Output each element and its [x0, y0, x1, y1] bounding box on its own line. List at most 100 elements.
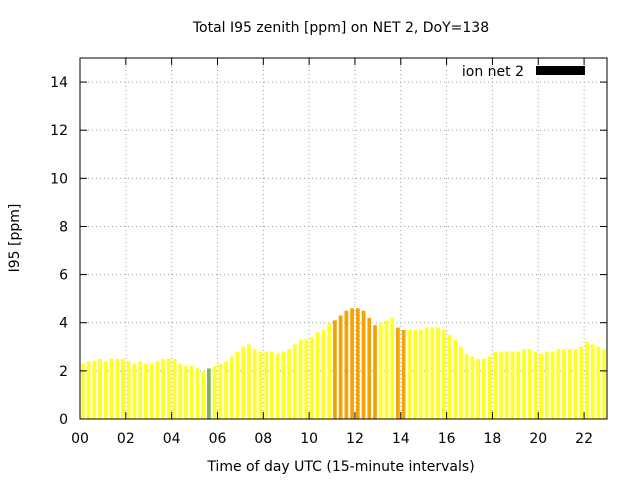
bar — [287, 349, 291, 419]
x-tick-label: 08 — [254, 431, 272, 447]
bar — [396, 327, 400, 419]
bar — [178, 363, 183, 419]
y-tick-label: 8 — [59, 219, 68, 235]
bar — [275, 354, 280, 419]
bar — [121, 358, 125, 419]
x-tick-label: 00 — [71, 431, 89, 447]
y-tick-label: 2 — [59, 364, 68, 380]
bar — [464, 354, 469, 419]
bar — [436, 327, 440, 419]
bar — [504, 351, 509, 419]
x-tick-label: 12 — [346, 431, 364, 447]
bar — [109, 358, 114, 419]
x-tick-label: 14 — [392, 431, 410, 447]
bar — [310, 337, 314, 419]
bar — [556, 349, 561, 419]
bar — [510, 351, 515, 419]
x-tick-label: 16 — [438, 431, 456, 447]
x-tick-label: 04 — [163, 431, 181, 447]
bar — [292, 344, 297, 419]
bar — [264, 351, 269, 419]
x-tick-label: 18 — [484, 431, 502, 447]
bar — [98, 358, 102, 419]
bar — [344, 310, 349, 419]
bar — [149, 363, 154, 419]
y-tick-labels: 0 2 4 6 8 10 12 14 — [50, 75, 68, 428]
y-tick-label: 0 — [59, 412, 68, 428]
bar — [470, 356, 475, 419]
x-tick-label: 20 — [529, 431, 547, 447]
bar — [207, 368, 211, 419]
y-axis-label: I95 [ppm] — [7, 204, 23, 273]
bar — [539, 354, 543, 419]
bar — [315, 332, 320, 419]
bar — [144, 363, 148, 419]
bar — [201, 370, 206, 419]
bar — [247, 344, 251, 419]
bar — [172, 358, 177, 419]
bar — [499, 351, 503, 419]
x-tick-label: 06 — [209, 431, 227, 447]
x-tick-label: 10 — [300, 431, 318, 447]
bar — [516, 351, 521, 419]
bar — [218, 363, 223, 419]
bar — [407, 329, 412, 419]
bar — [585, 341, 589, 419]
bar — [327, 322, 332, 419]
bar — [166, 358, 171, 419]
bar — [373, 325, 377, 419]
legend: ion net 2 — [462, 64, 585, 80]
bar — [522, 349, 526, 419]
legend-swatch — [536, 66, 585, 75]
bar — [567, 349, 572, 419]
bar — [155, 361, 160, 419]
bar — [103, 361, 108, 419]
bar — [544, 351, 549, 419]
bar — [138, 361, 143, 419]
bar — [527, 349, 532, 419]
bar — [304, 339, 309, 419]
bar — [390, 317, 395, 419]
bar — [481, 358, 486, 419]
y-tick-label: 12 — [50, 123, 68, 139]
bar — [241, 346, 246, 419]
bar — [224, 361, 228, 419]
bar — [441, 329, 446, 419]
bar — [298, 339, 303, 419]
bar — [493, 351, 498, 419]
grid — [80, 58, 607, 419]
bar — [270, 351, 274, 419]
bar — [453, 339, 458, 419]
bar — [235, 351, 240, 419]
bar — [384, 320, 389, 419]
bar — [367, 317, 372, 419]
bar — [184, 366, 188, 419]
bar — [579, 346, 584, 419]
bar — [378, 322, 383, 419]
bar — [350, 308, 354, 419]
legend-label: ion net 2 — [462, 64, 524, 80]
bar — [258, 351, 263, 419]
y-tick-label: 4 — [59, 316, 68, 332]
bar — [132, 363, 137, 419]
bar — [86, 361, 91, 419]
bar — [573, 349, 578, 419]
bar — [338, 315, 343, 419]
bar — [476, 358, 480, 419]
bar — [424, 327, 429, 419]
bar — [212, 366, 217, 419]
bar — [81, 363, 85, 419]
bar — [590, 344, 595, 419]
bar — [596, 346, 601, 419]
bar — [602, 349, 606, 419]
bar — [413, 329, 417, 419]
bar — [161, 358, 165, 419]
y-tick-label: 10 — [50, 171, 68, 187]
bar — [321, 329, 326, 419]
bar — [355, 308, 360, 419]
x-axis-label: Time of day UTC (15-minute intervals) — [206, 459, 474, 475]
bar — [401, 329, 406, 419]
bar — [333, 320, 337, 419]
bar — [418, 329, 423, 419]
